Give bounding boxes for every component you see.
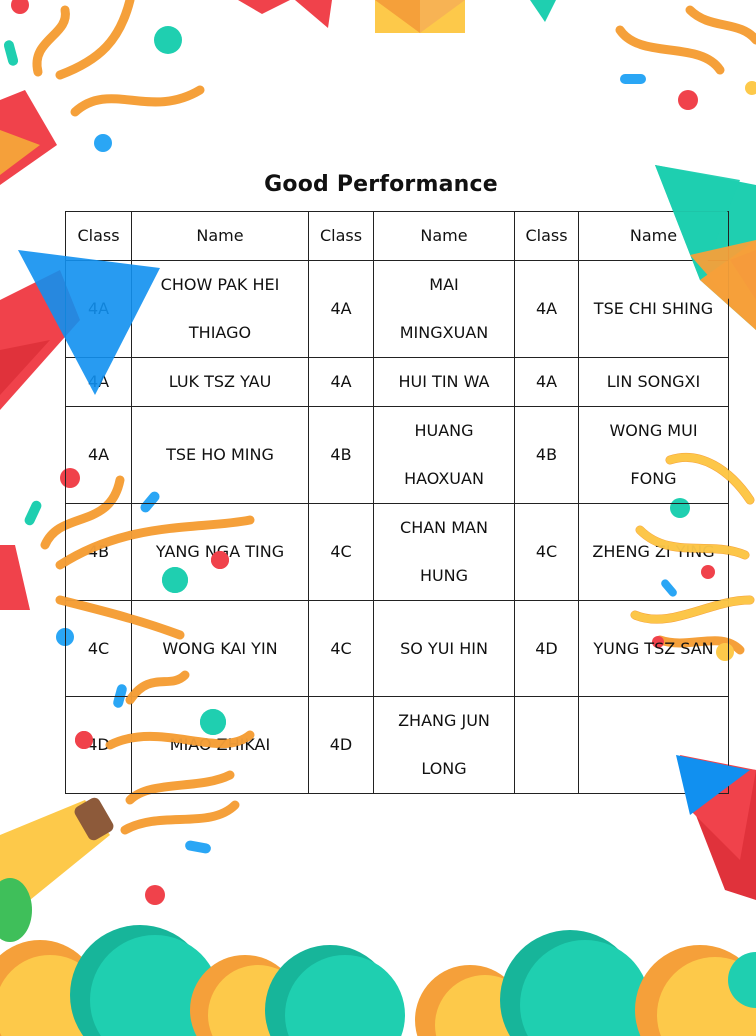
table-row: 4C WONG KAI YIN 4C SO YUI HIN 4D YUNG TSZ SAN (65, 600, 729, 697)
gift-box-ribbon (420, 0, 465, 33)
name-cell: CHOW PAK HEI THIAGO (131, 260, 309, 358)
column-header-name: Name (131, 211, 309, 261)
column-header-class: Class (308, 211, 374, 261)
name-cell: HUANG HAOXUAN (373, 406, 515, 504)
name-cell: MIAO ZHIKAI (131, 696, 309, 794)
confetti-strip (620, 74, 646, 84)
class-cell (514, 696, 579, 794)
class-cell: 4A (65, 260, 132, 358)
name-cell: ZHANG JUN LONG (373, 696, 515, 794)
class-cell: 4A (514, 357, 579, 407)
confetti-strip (24, 500, 42, 526)
champagne-bottle (0, 797, 114, 942)
column-header-class: Class (65, 211, 132, 261)
pennant-flag (295, 0, 332, 28)
class-cell: 4B (514, 406, 579, 504)
name-cell: WONG KAI YIN (131, 600, 309, 697)
class-cell: 4D (514, 600, 579, 697)
confetti-dot (678, 90, 698, 110)
confetti-dot (745, 81, 756, 95)
table-header-row: Class Name Class Name Class Name (65, 211, 729, 261)
table-row: 4A LUK TSZ YAU 4A HUI TIN WA 4A LIN SONGXI (65, 357, 729, 407)
name-cell: TSE CHI SHING (578, 260, 729, 358)
pennant-flag (530, 0, 556, 22)
class-cell: 4C (65, 600, 132, 697)
class-cell: 4A (514, 260, 579, 358)
name-cell: WONG MUI FONG (578, 406, 729, 504)
streamer-decoration (615, 25, 725, 75)
pennant-flag (238, 0, 290, 14)
gift-box-ribbon (375, 0, 420, 33)
balloons (0, 925, 756, 1036)
name-cell: MAI MINGXUAN (373, 260, 515, 358)
class-cell: 4D (65, 696, 132, 794)
class-cell: 4A (308, 357, 374, 407)
confetti-dot (154, 26, 182, 54)
confetti-dot (11, 0, 29, 14)
class-cell: 4B (65, 503, 132, 601)
name-cell: LUK TSZ YAU (131, 357, 309, 407)
name-cell: HUI TIN WA (373, 357, 515, 407)
name-cell: TSE HO MING (131, 406, 309, 504)
streamer-decoration (55, 0, 135, 80)
class-cell: 4D (308, 696, 374, 794)
streamer-decoration (32, 5, 70, 77)
name-cell: YUNG TSZ SAN (578, 600, 729, 697)
streamer-decoration (685, 5, 756, 45)
table-row: 4A TSE HO MING 4B HUANG HAOXUAN 4B WONG MUI F… (65, 406, 729, 504)
performance-table: Class Name Class Name Class Name 4A CHOW … (65, 211, 729, 794)
name-cell: CHAN MAN HUNG (373, 503, 515, 601)
class-cell: 4C (308, 600, 374, 697)
table-row: 4B YANG NGA TING 4C CHAN MAN HUNG 4C ZHENG ZI… (65, 503, 729, 601)
name-cell: YANG NGA TING (131, 503, 309, 601)
column-header-name: Name (373, 211, 515, 261)
page-title: Good Performance (264, 172, 498, 197)
party-popper (0, 130, 40, 175)
table-row: 4A CHOW PAK HEI THIAGO 4A MAI MINGXUAN 4A TSE… (65, 260, 729, 358)
confetti-strip (185, 840, 211, 854)
name-cell: LIN SONGXI (578, 357, 729, 407)
column-header-name: Name (578, 211, 729, 261)
class-cell: 4A (65, 357, 132, 407)
name-cell: ZHENG ZI YING (578, 503, 729, 601)
confetti-strip (3, 40, 19, 66)
name-cell: SO YUI HIN (373, 600, 515, 697)
class-cell: 4B (308, 406, 374, 504)
confetti-dot (145, 885, 165, 905)
class-cell: 4A (308, 260, 374, 358)
confetti-dot (94, 134, 112, 152)
streamer-decoration (120, 800, 240, 835)
class-cell: 4C (514, 503, 579, 601)
table-row: 4D MIAO ZHIKAI 4D ZHANG JUN LONG (65, 696, 729, 794)
column-header-class: Class (514, 211, 579, 261)
class-cell: 4A (65, 406, 132, 504)
name-cell (578, 696, 729, 794)
class-cell: 4C (308, 503, 374, 601)
streamer-decoration (70, 85, 205, 117)
party-horn (0, 545, 30, 610)
